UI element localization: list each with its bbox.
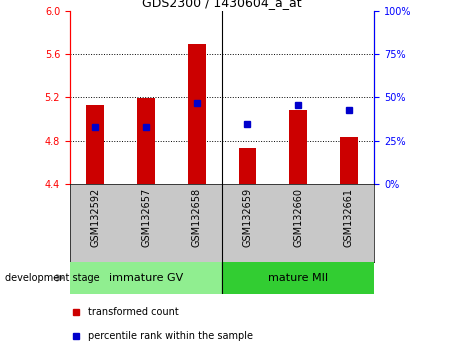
- Text: GSM132661: GSM132661: [344, 188, 354, 247]
- Bar: [290, 110, 307, 184]
- Text: GSM132658: GSM132658: [192, 188, 202, 247]
- Title: GDS2300 / 1430604_a_at: GDS2300 / 1430604_a_at: [143, 0, 302, 10]
- Text: transformed count: transformed count: [88, 307, 179, 317]
- Text: GSM132660: GSM132660: [293, 188, 303, 247]
- Text: GSM132659: GSM132659: [243, 188, 253, 247]
- Bar: [222, 262, 374, 294]
- Text: immature GV: immature GV: [109, 273, 183, 283]
- Text: GSM132592: GSM132592: [90, 188, 100, 247]
- Text: mature MII: mature MII: [268, 273, 328, 283]
- Bar: [239, 148, 256, 184]
- Bar: [188, 44, 206, 184]
- Bar: [137, 98, 155, 184]
- Bar: [70, 262, 222, 294]
- Bar: [87, 105, 104, 184]
- Text: GSM132657: GSM132657: [141, 188, 151, 247]
- Text: percentile rank within the sample: percentile rank within the sample: [88, 331, 253, 341]
- Bar: [340, 137, 358, 184]
- Text: development stage: development stage: [5, 273, 99, 283]
